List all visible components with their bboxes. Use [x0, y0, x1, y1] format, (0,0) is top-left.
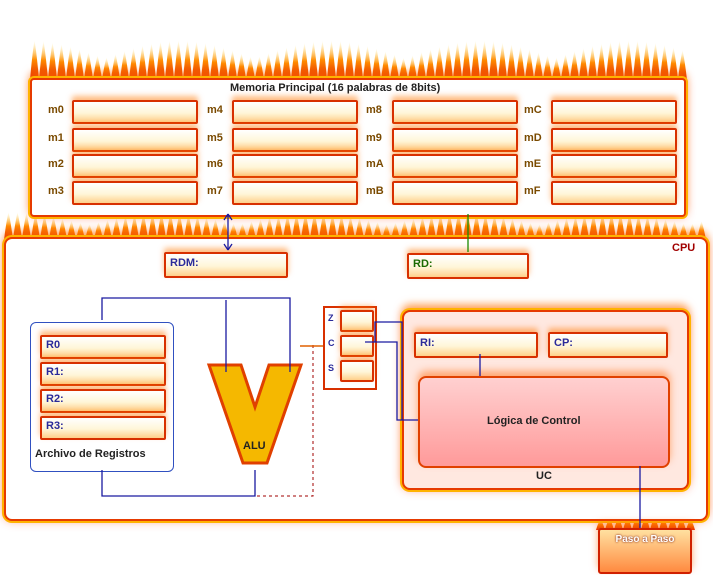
register-cell[interactable]	[40, 416, 166, 440]
flag-label: C	[328, 338, 335, 348]
memory-cell[interactable]	[72, 181, 198, 205]
memory-title: Memoria Principal (16 palabras de 8bits)	[230, 82, 441, 94]
register-label: R2:	[46, 393, 64, 405]
memory-address-label: m1	[48, 132, 64, 144]
register-label: R3:	[46, 420, 64, 432]
memory-cell[interactable]	[72, 128, 198, 152]
rdm-label: RDM:	[170, 257, 199, 269]
flag-cell[interactable]	[340, 335, 374, 357]
flag-cell[interactable]	[340, 360, 374, 382]
memory-cell[interactable]	[551, 154, 677, 178]
cp-label: CP:	[554, 337, 573, 349]
memory-address-label: m9	[366, 132, 382, 144]
memory-address-label: mE	[524, 158, 542, 170]
register-cell[interactable]	[40, 389, 166, 413]
memory-cell[interactable]	[551, 128, 677, 152]
memory-cell[interactable]	[551, 100, 677, 124]
register-file-title: Archivo de Registros	[35, 448, 146, 460]
cp-register[interactable]	[548, 332, 668, 358]
cpu-label: CPU	[672, 242, 696, 254]
memory-address-label: mA	[366, 158, 384, 170]
control-logic-box	[418, 376, 670, 468]
flag-cell[interactable]	[340, 310, 374, 332]
ri-label: RI:	[420, 337, 435, 349]
memory-cell[interactable]	[232, 154, 358, 178]
memory-address-label: m3	[48, 185, 64, 197]
memory-cell[interactable]	[392, 181, 518, 205]
memory-cell[interactable]	[72, 100, 198, 124]
memory-address-label: m4	[207, 104, 223, 116]
register-label: R0	[46, 339, 61, 351]
memory-address-label: m0	[48, 104, 64, 116]
memory-cell[interactable]	[232, 100, 358, 124]
memory-cell[interactable]	[72, 154, 198, 178]
memory-address-label: mF	[524, 185, 541, 197]
register-label: R1:	[46, 366, 64, 378]
memory-address-label: m5	[207, 132, 223, 144]
memory-address-label: mC	[524, 104, 542, 116]
alu-label: ALU	[243, 440, 266, 452]
memory-cell[interactable]	[551, 181, 677, 205]
memory-address-label: mD	[524, 132, 542, 144]
alu-unit	[206, 363, 304, 465]
memory-cell[interactable]	[392, 100, 518, 124]
rd-register[interactable]	[407, 253, 529, 279]
memory-cell[interactable]	[232, 181, 358, 205]
control-logic-label: Lógica de Control	[487, 415, 581, 427]
memory-address-label: mB	[366, 185, 384, 197]
memory-cell[interactable]	[392, 154, 518, 178]
rd-label: RD:	[413, 258, 433, 270]
step-button-label: Paso a Paso	[615, 534, 675, 545]
memory-address-label: m7	[207, 185, 223, 197]
flag-label: S	[328, 363, 335, 373]
rdm-register[interactable]	[164, 252, 288, 278]
uc-label: UC	[536, 470, 552, 482]
memory-address-label: m2	[48, 158, 64, 170]
memory-cell[interactable]	[232, 128, 358, 152]
flag-label: Z	[328, 313, 334, 323]
memory-address-label: m6	[207, 158, 223, 170]
ri-register[interactable]	[414, 332, 538, 358]
memory-address-label: m8	[366, 104, 382, 116]
step-button[interactable]: Paso a Paso	[598, 528, 692, 574]
memory-cell[interactable]	[392, 128, 518, 152]
